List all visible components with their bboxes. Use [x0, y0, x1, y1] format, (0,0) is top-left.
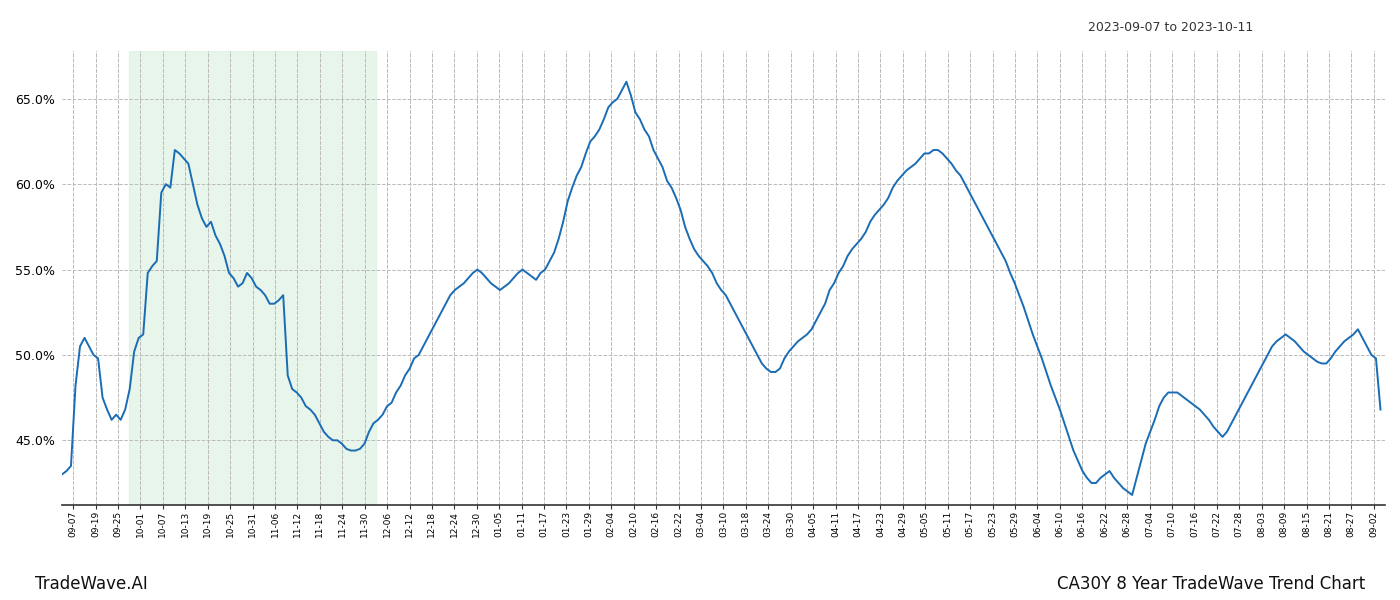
Text: 2023-09-07 to 2023-10-11: 2023-09-07 to 2023-10-11: [1088, 21, 1253, 34]
Text: CA30Y 8 Year TradeWave Trend Chart: CA30Y 8 Year TradeWave Trend Chart: [1057, 575, 1365, 593]
Bar: [129, 51, 375, 505]
Text: TradeWave.AI: TradeWave.AI: [35, 575, 148, 593]
